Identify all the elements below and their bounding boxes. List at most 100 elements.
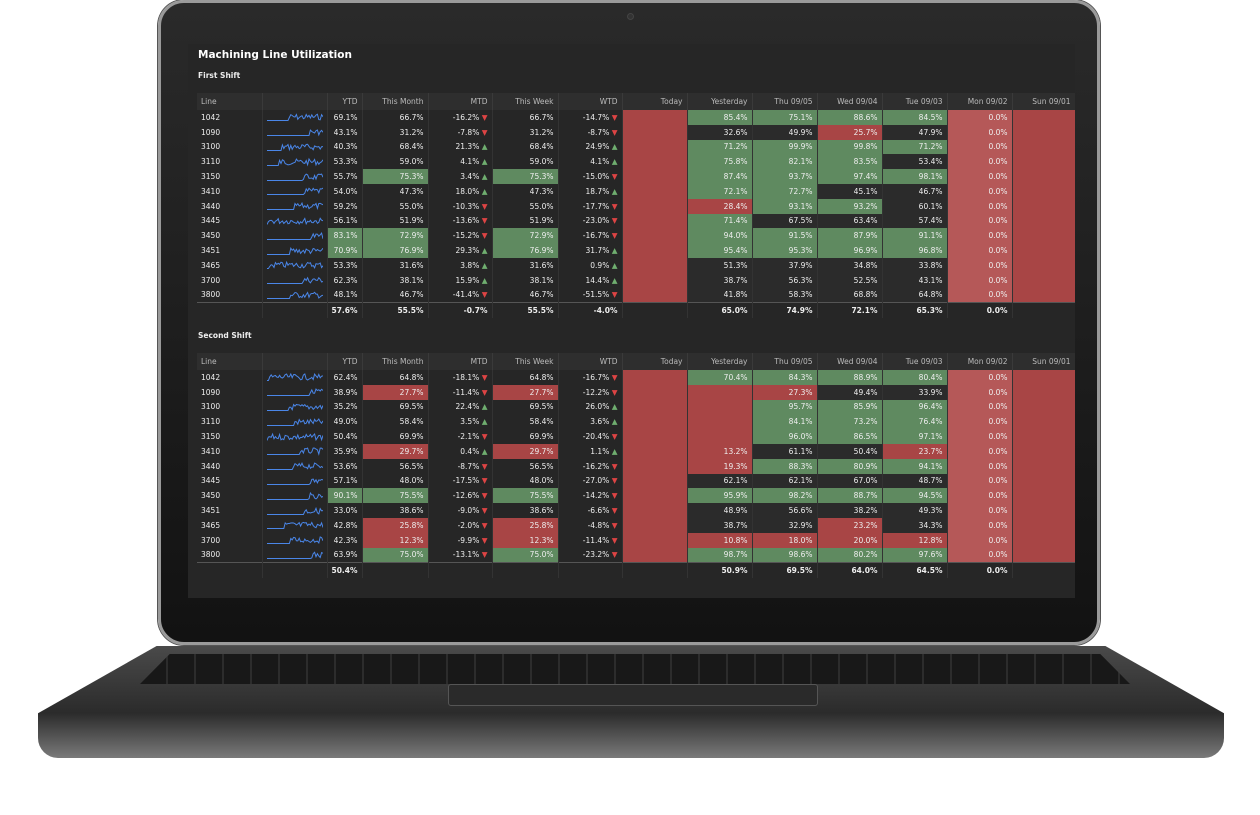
cell-week: 56.5% <box>492 458 559 474</box>
table-row[interactable]: 3410 35.9% 29.7% 0.4% ▲ 29.7% 1.1% ▲ 13.2% 61.1… <box>197 443 1075 459</box>
column-header[interactable]: YTD <box>327 353 363 370</box>
table-row[interactable]: 3445 57.1% 48.0% -17.5% ▼ 48.0% -27.0% ▼ 62.1%… <box>197 473 1075 489</box>
column-header[interactable]: This Month <box>362 353 429 370</box>
cell-thu: 58.3% <box>752 287 818 303</box>
column-header[interactable]: This Week <box>492 353 559 370</box>
column-header[interactable]: Yesterday <box>687 353 753 370</box>
sparkline <box>266 478 323 485</box>
column-header[interactable] <box>262 353 328 370</box>
cell-line: 3465 <box>197 257 263 273</box>
table-row[interactable]: 3100 40.3% 68.4% 21.3% ▲ 68.4% 24.9% ▲ 71.2% 99… <box>197 139 1075 155</box>
table-row[interactable]: 3465 42.8% 25.8% -2.0% ▼ 25.8% -4.8% ▼ 38.7% 32… <box>197 517 1075 533</box>
cell-line: 3440 <box>197 458 263 474</box>
cell-thu: 99.9% <box>752 139 818 155</box>
column-header[interactable]: Line <box>197 93 263 110</box>
trend-down-icon: ▼ <box>611 127 618 137</box>
table-row[interactable]: 3100 35.2% 69.5% 22.4% ▲ 69.5% 26.0% ▲ 95.7% 85… <box>197 399 1075 415</box>
table-row[interactable]: 3110 53.3% 59.0% 4.1% ▲ 59.0% 4.1% ▲ 75.8% 82.1… <box>197 154 1075 170</box>
table-row[interactable]: 3465 53.3% 31.6% 3.8% ▲ 31.6% 0.9% ▲ 51.3% 37.9… <box>197 257 1075 273</box>
cell-tue: 76.4% <box>882 414 948 430</box>
column-header[interactable]: MTD <box>428 353 493 370</box>
cell-tue: 49.3% <box>882 503 948 518</box>
cell-wed: 63.4% <box>817 213 883 229</box>
sparkline <box>266 491 323 500</box>
cell-tue: 60.1% <box>882 198 948 214</box>
cell-yest: 72.1% <box>687 183 753 199</box>
column-header[interactable]: Wed 09/04 <box>817 93 883 110</box>
table-row[interactable]: 3451 33.0% 38.6% -9.0% ▼ 38.6% -6.6% ▼ 48.9% 56… <box>197 503 1075 518</box>
cell-yest: 32.6% <box>687 124 753 140</box>
table-row[interactable]: 3450 90.1% 75.5% -12.6% ▼ 75.5% -14.2% ▼ 95.9%… <box>197 488 1075 504</box>
column-header[interactable]: Sun 09/01 <box>1012 353 1075 370</box>
cell-wed: 50.4% <box>817 443 883 459</box>
column-header[interactable]: This Month <box>362 93 429 110</box>
table-row[interactable]: 3800 63.9% 75.0% -13.1% ▼ 75.0% -23.2% ▼ 98.7%… <box>197 547 1075 563</box>
cell-yest: 28.4% <box>687 198 753 214</box>
total-wed: 72.1% <box>817 301 883 319</box>
trackpad <box>448 684 818 706</box>
cell-month: 59.0% <box>362 154 429 170</box>
column-header[interactable]: Today <box>622 93 688 110</box>
table-row[interactable]: 1042 62.4% 64.8% -18.1% ▼ 64.8% -16.7% ▼ 70.4%… <box>197 370 1075 563</box>
table-row[interactable]: 1042 69.1% 66.7% -16.2% ▼ 66.7% -14.7% ▼ 85.4%… <box>197 110 1075 303</box>
table-row[interactable]: 3450 83.1% 72.9% -15.2% ▼ 72.9% -16.7% ▼ 94.0%… <box>197 228 1075 244</box>
table-row[interactable]: 1090 43.1% 31.2% -7.8% ▼ 31.2% -8.7% ▼ 32.6% 49… <box>197 124 1075 140</box>
table-row[interactable]: 3410 54.0% 47.3% 18.0% ▲ 47.3% 18.7% ▲ 72.1% 72… <box>197 183 1075 199</box>
trend-up-icon: ▲ <box>611 275 618 285</box>
column-header[interactable]: Thu 09/05 <box>752 353 818 370</box>
column-header[interactable] <box>262 93 328 110</box>
column-header[interactable]: MTD <box>428 93 493 110</box>
column-header[interactable]: WTD <box>558 93 623 110</box>
table-row[interactable]: 3440 59.2% 55.0% -10.3% ▼ 55.0% -17.7% ▼ 28.4%… <box>197 198 1075 214</box>
trend-up-icon: ▲ <box>481 275 488 285</box>
cell-month: 55.0% <box>362 198 429 214</box>
total-mon: 0.0% <box>947 561 1013 579</box>
trend-up-icon: ▲ <box>611 186 618 196</box>
column-header[interactable]: Tue 09/03 <box>882 93 948 110</box>
table-row[interactable]: 1090 38.9% 27.7% -11.4% ▼ 27.7% -12.2% ▼ 27.3%… <box>197 384 1075 400</box>
cell-wtd: 14.4% ▲ <box>558 272 623 288</box>
cell-week: 69.5% <box>492 399 559 415</box>
cell-tue: 96.4% <box>882 399 948 415</box>
sparkline <box>266 462 323 471</box>
column-header[interactable]: Today <box>622 353 688 370</box>
sparkline <box>266 217 323 226</box>
column-header[interactable]: WTD <box>558 353 623 370</box>
cell-trend <box>262 228 328 244</box>
cell-wtd: -23.0% ▼ <box>558 213 623 229</box>
cell-mtd: -9.0% ▼ <box>428 503 493 518</box>
column-header[interactable]: Line <box>197 353 263 370</box>
cell-month: 75.3% <box>362 169 429 184</box>
cell-week: 76.9% <box>492 243 559 258</box>
table-row[interactable]: 3700 62.3% 38.1% 15.9% ▲ 38.1% 14.4% ▲ 38.7% 56… <box>197 272 1075 288</box>
total-wed: 64.0% <box>817 561 883 579</box>
table-row[interactable]: 3700 42.3% 12.3% -9.9% ▼ 12.3% -11.4% ▼ 10.8% 1… <box>197 532 1075 548</box>
column-header[interactable]: Sun 09/01 <box>1012 93 1075 110</box>
column-header[interactable]: Tue 09/03 <box>882 353 948 370</box>
cell-week: 59.0% <box>492 154 559 170</box>
column-header[interactable]: Mon 09/02 <box>947 93 1013 110</box>
sparkline <box>266 506 323 515</box>
cell-wed: 85.9% <box>817 399 883 415</box>
column-header[interactable]: Wed 09/04 <box>817 353 883 370</box>
column-header[interactable]: Mon 09/02 <box>947 353 1013 370</box>
column-header[interactable]: Thu 09/05 <box>752 93 818 110</box>
column-header[interactable]: This Week <box>492 93 559 110</box>
table-row[interactable]: 3150 55.7% 75.3% 3.4% ▲ 75.3% -15.0% ▼ 87.4% 93… <box>197 169 1075 184</box>
utilization-table: Line YTD This Month MTD This Week WTD Today Yes… <box>197 93 1075 319</box>
trend-down-icon: ▼ <box>481 127 488 137</box>
table-row[interactable]: 3150 50.4% 69.9% -2.1% ▼ 69.9% -20.4% ▼ 96.0% 8… <box>197 429 1075 444</box>
table-row[interactable]: 3451 70.9% 76.9% 29.3% ▲ 76.9% 31.7% ▲ 95.4% 95… <box>197 243 1075 258</box>
table-row[interactable]: 3440 53.6% 56.5% -8.7% ▼ 56.5% -16.2% ▼ 19.3% 8… <box>197 458 1075 474</box>
table-row[interactable]: 3110 49.0% 58.4% 3.5% ▲ 58.4% 3.6% ▲ 84.1% 73.2… <box>197 414 1075 430</box>
cell-tue: 84.5% <box>882 110 948 125</box>
column-header[interactable]: Yesterday <box>687 93 753 110</box>
cell-mon: 0.0% <box>947 532 1013 548</box>
column-header[interactable]: YTD <box>327 93 363 110</box>
sparkline <box>266 173 323 181</box>
cell-yest: 85.4% <box>687 110 753 125</box>
cell-sun <box>1012 110 1075 303</box>
table-row[interactable]: 3800 48.1% 46.7% -41.4% ▼ 46.7% -51.5% ▼ 41.8%… <box>197 287 1075 303</box>
cell-yest: 41.8% <box>687 287 753 303</box>
table-row[interactable]: 3445 56.1% 51.9% -13.6% ▼ 51.9% -23.0% ▼ 71.4%… <box>197 213 1075 229</box>
